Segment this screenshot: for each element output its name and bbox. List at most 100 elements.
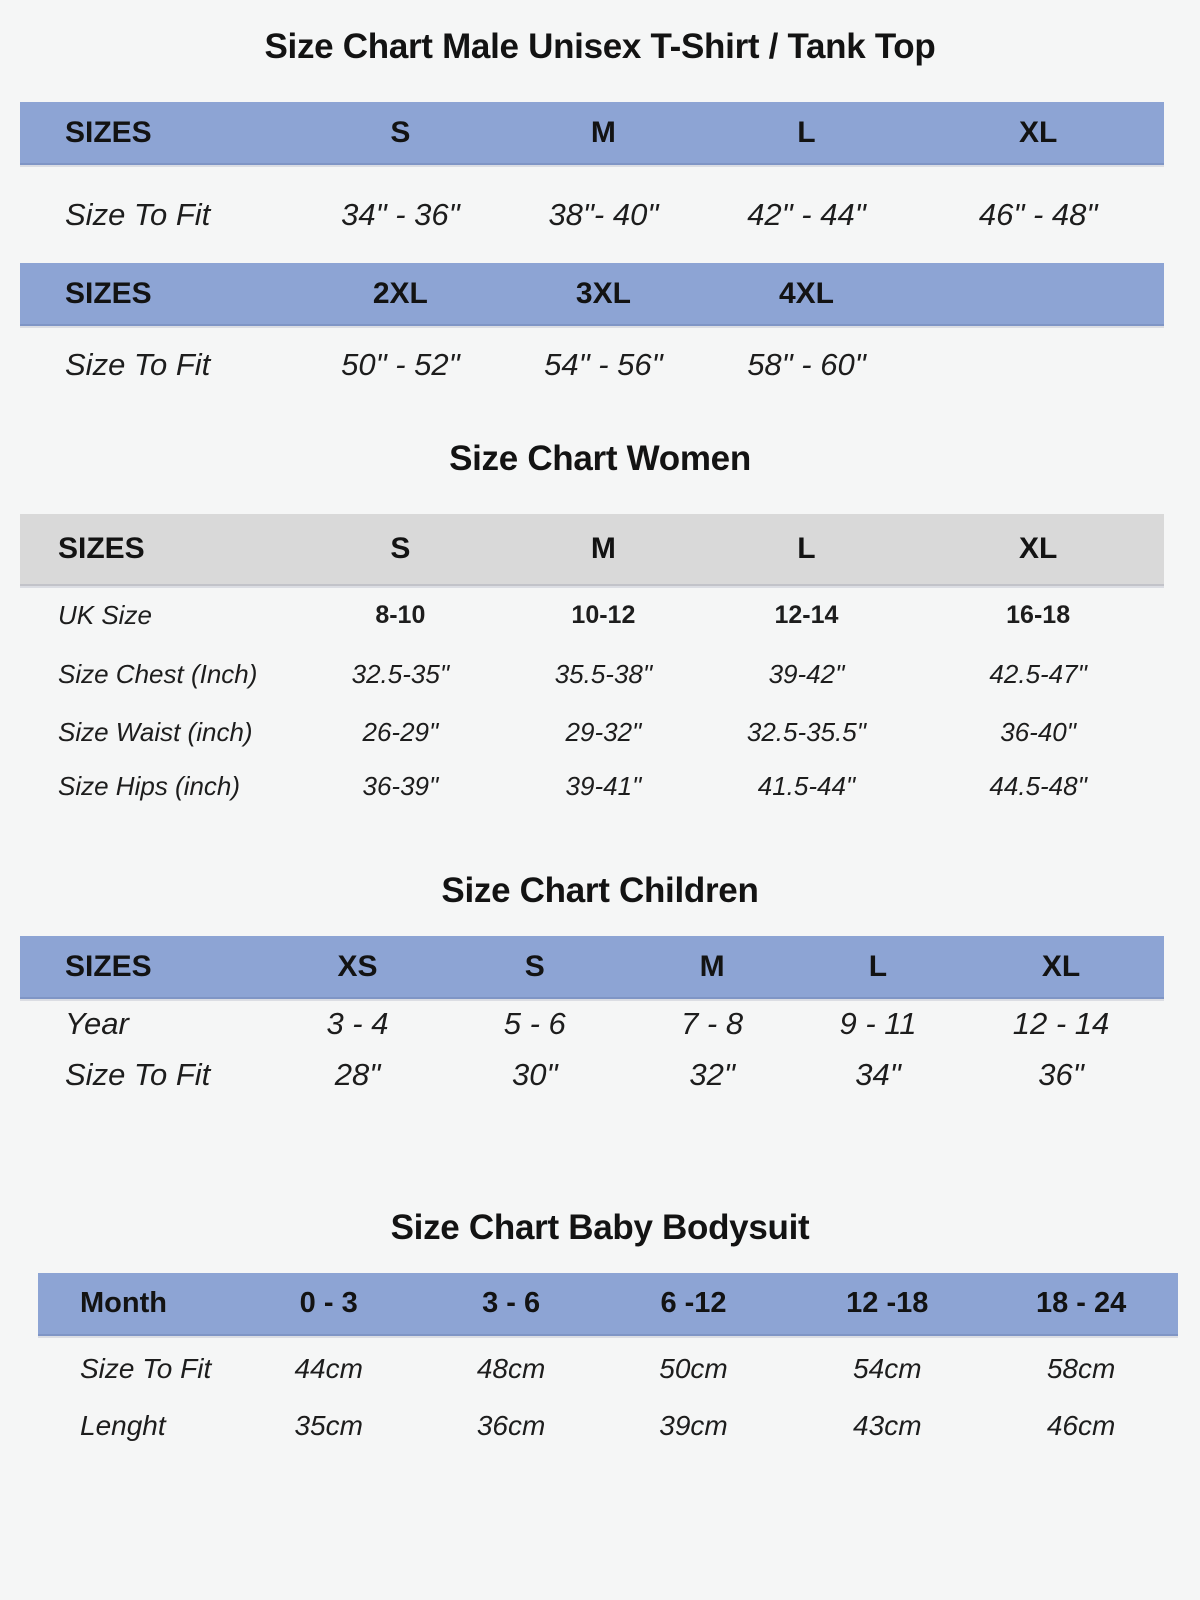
baby-length-3-6: 36cm: [476, 1410, 546, 1441]
children-year-label: Year: [65, 1006, 129, 1041]
male-header-row-1: SIZES S M L XL: [20, 102, 1164, 167]
baby-length-label: Lenght: [80, 1410, 166, 1441]
women-waist-s: 26-29": [362, 717, 439, 747]
women-size-l: L: [700, 514, 913, 588]
children-fit-l: 34": [855, 1057, 901, 1092]
baby-fit-label: Size To Fit: [80, 1353, 212, 1384]
women-chest-row: Size Chest (Inch) 32.5-35" 35.5-38" 39-4…: [20, 642, 1164, 706]
children-fit-s: 30": [512, 1057, 558, 1092]
baby-fit-row: Size To Fit 44cm 48cm 50cm 54cm 58cm: [38, 1336, 1178, 1400]
women-waist-m: 29-32": [565, 717, 642, 747]
children-year-xl: 12 - 14: [1012, 1006, 1110, 1041]
male-size-s: S: [294, 102, 507, 167]
women-sizes-header: SIZES: [20, 514, 295, 588]
male-size-xl: XL: [912, 102, 1164, 167]
women-hips-l: 41.5-44": [757, 771, 856, 801]
women-chest-label: Size Chest (Inch): [58, 658, 258, 689]
baby-month-3-6: 3 - 6: [425, 1273, 597, 1338]
male-fit-4xl: 58" - 60": [747, 347, 866, 382]
women-size-s: S: [294, 514, 507, 588]
male-fit-row-1: Size To Fit 34" - 36" 38"- 40" 42" - 44"…: [20, 165, 1164, 263]
baby-length-18-24: 46cm: [1046, 1410, 1116, 1441]
male-size-empty: [912, 263, 1164, 328]
baby-size-table: Month 0 - 3 3 - 6 6 -12 12 -18 18 - 24 S…: [38, 1273, 1178, 1452]
male-fit-row-2: Size To Fit 50" - 52" 54" - 56" 58" - 60…: [20, 326, 1164, 402]
baby-month-6-12: 6 -12: [596, 1273, 791, 1338]
male-fit-s: 34" - 36": [341, 197, 460, 232]
male-fit-l: 42" - 44": [747, 197, 866, 232]
women-hips-row: Size Hips (inch) 36-39" 39-41" 41.5-44" …: [20, 759, 1164, 814]
women-uk-label: UK Size: [58, 599, 152, 630]
baby-length-6-12: 39cm: [659, 1410, 728, 1441]
women-uk-xl: 16-18: [1006, 600, 1071, 629]
male-size-3xl: 3XL: [506, 263, 701, 328]
baby-month-12-18: 12 -18: [790, 1273, 985, 1338]
women-size-table: SIZES S M L XL UK Size 8-10 10-12 12-14 …: [20, 514, 1164, 814]
male-sizes-header: SIZES: [20, 102, 295, 167]
children-year-xs: 3 - 4: [326, 1006, 389, 1041]
male-fit-2xl: 50" - 52": [341, 347, 460, 382]
women-chart-title: Size Chart Women: [449, 439, 751, 478]
children-header-row: SIZES XS S M L XL: [20, 936, 1164, 1001]
women-size-m: M: [506, 514, 701, 588]
women-hips-m: 39-41": [565, 771, 642, 801]
women-hips-s: 36-39": [362, 771, 439, 801]
women-chest-m: 35.5-38": [554, 658, 653, 689]
women-chest-s: 32.5-35": [351, 658, 450, 689]
male-size-l: L: [700, 102, 913, 167]
women-uk-l: 12-14: [774, 600, 839, 629]
children-year-m: 7 - 8: [681, 1006, 744, 1041]
children-sizes-header: SIZES: [20, 936, 272, 1001]
children-fit-xs: 28": [334, 1057, 381, 1092]
children-year-l: 9 - 11: [839, 1006, 917, 1041]
children-fit-label: Size To Fit: [65, 1057, 211, 1092]
male-fit-empty: [912, 326, 1164, 402]
women-chest-xl: 42.5-47": [989, 658, 1087, 689]
women-waist-l: 32.5-35.5": [746, 717, 866, 747]
male-fit-label-2: Size To Fit: [65, 347, 211, 382]
women-uk-row: UK Size 8-10 10-12 12-14 16-18: [20, 586, 1164, 642]
baby-length-12-18: 43cm: [853, 1410, 922, 1441]
baby-month-18-24: 18 - 24: [984, 1273, 1178, 1338]
children-chart-title: Size Chart Children: [441, 871, 759, 910]
male-size-table: SIZES S M L XL Size To Fit 34" - 36" 38"…: [20, 102, 1164, 402]
male-size-4xl: 4XL: [700, 263, 913, 328]
children-size-l: L: [797, 936, 959, 1001]
baby-fit-6-12: 50cm: [659, 1353, 728, 1384]
male-fit-m: 38"- 40": [548, 197, 659, 232]
women-waist-xl: 36-40": [1000, 717, 1076, 747]
male-fit-3xl: 54" - 56": [544, 347, 663, 382]
male-size-2xl: 2XL: [294, 263, 507, 328]
male-fit-xl: 46" - 48": [978, 197, 1098, 232]
children-year-s: 5 - 6: [503, 1006, 566, 1041]
male-chart-title: Size Chart Male Unisex T-Shirt / Tank To…: [264, 27, 936, 66]
children-year-row: Year 3 - 4 5 - 6 7 - 8 9 - 11 12 - 14: [20, 999, 1164, 1047]
children-fit-xl: 36": [1038, 1057, 1084, 1092]
baby-chart-title: Size Chart Baby Bodysuit: [390, 1208, 810, 1247]
women-header-row: SIZES S M L XL: [20, 514, 1164, 588]
women-uk-m: 10-12: [571, 600, 636, 629]
baby-fit-3-6: 48cm: [476, 1353, 546, 1384]
male-sizes-header-2: SIZES: [20, 263, 295, 328]
male-size-m: M: [506, 102, 701, 167]
male-fit-label: Size To Fit: [65, 197, 211, 232]
children-size-m: M: [626, 936, 798, 1001]
children-size-table: SIZES XS S M L XL Year 3 - 4 5 - 6 7 - 8…: [20, 936, 1164, 1103]
baby-length-row: Lenght 35cm 36cm 39cm 43cm 46cm: [38, 1400, 1178, 1452]
children-size-s: S: [443, 936, 627, 1001]
baby-length-0-3: 35cm: [294, 1410, 363, 1441]
women-hips-label: Size Hips (inch): [58, 771, 241, 801]
women-uk-s: 8-10: [375, 600, 426, 629]
women-chest-l: 39-42": [768, 658, 845, 689]
baby-fit-18-24: 58cm: [1046, 1353, 1116, 1384]
children-size-xs: XS: [271, 936, 444, 1001]
women-size-xl: XL: [912, 514, 1164, 588]
children-fit-m: 32": [689, 1057, 735, 1092]
children-size-xl: XL: [958, 936, 1164, 1001]
baby-month-0-3: 0 - 3: [231, 1273, 426, 1338]
male-header-row-2: SIZES 2XL 3XL 4XL: [20, 263, 1164, 328]
baby-month-header: Month: [38, 1273, 232, 1338]
women-waist-label: Size Waist (inch): [58, 717, 253, 747]
baby-header-row: Month 0 - 3 3 - 6 6 -12 12 -18 18 - 24: [38, 1273, 1178, 1338]
baby-fit-12-18: 54cm: [853, 1353, 922, 1384]
